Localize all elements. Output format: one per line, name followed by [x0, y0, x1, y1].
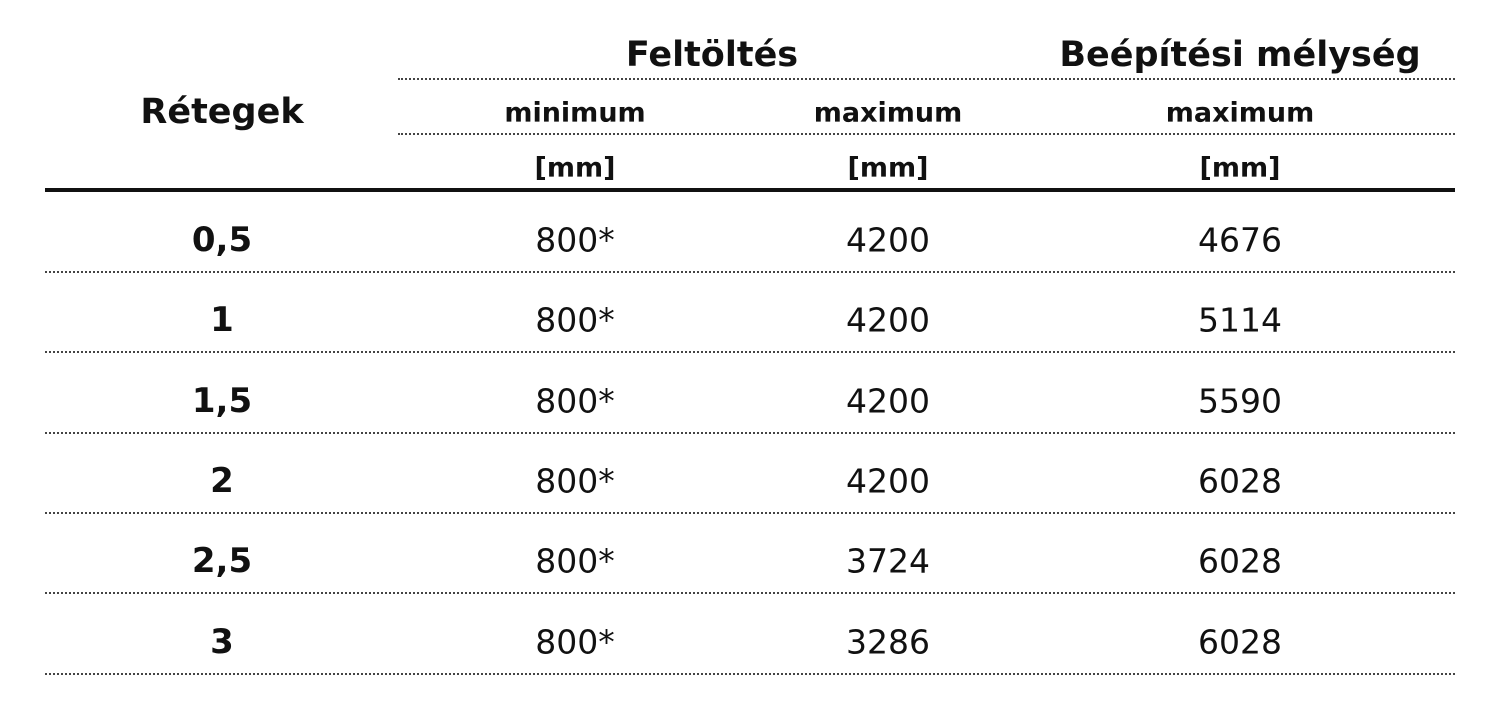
cell: 5114 [1198, 300, 1282, 340]
row-label: 2 [210, 460, 234, 501]
dotted-rule [45, 351, 1455, 354]
row-label: 0,5 [191, 220, 253, 260]
cell: 800* [535, 622, 615, 661]
cell: 4200 [846, 300, 930, 340]
group-header: Feltöltés [625, 35, 799, 75]
dotted-rule [398, 133, 1455, 135]
row-label: 3 [210, 621, 234, 662]
dotted-rule [45, 672, 1455, 675]
cell: 4200 [846, 220, 930, 260]
unit-header: [mm] [534, 152, 616, 184]
row-label: 2,5 [191, 541, 253, 582]
cell: 800* [535, 381, 615, 421]
dotted-rule [45, 431, 1455, 434]
column-header: minimum [504, 97, 646, 129]
group-header: Beépítési mélység [1059, 35, 1421, 75]
unit-header: [mm] [847, 152, 929, 184]
cell: 800* [535, 461, 615, 501]
cell: 3286 [846, 622, 930, 661]
cell: 5590 [1198, 381, 1282, 421]
cell: 800* [535, 220, 615, 260]
cell: 4676 [1198, 220, 1282, 260]
cell: 800* [535, 541, 615, 581]
cell: 800* [535, 300, 615, 340]
cell: 3724 [846, 541, 930, 581]
header-rule [45, 188, 1455, 192]
cell: 6028 [1198, 461, 1282, 501]
row-label-header: Rétegek [140, 92, 304, 132]
dotted-rule [45, 592, 1455, 595]
column-header: maximum [813, 97, 963, 129]
column-header: maximum [1165, 97, 1315, 129]
row-label: 1 [210, 300, 234, 341]
dotted-rule [45, 511, 1455, 514]
cell: 4200 [846, 461, 930, 501]
cell: 6028 [1198, 541, 1282, 581]
unit-header: [mm] [1199, 152, 1281, 184]
cell: 4200 [846, 381, 930, 421]
dotted-rule [398, 78, 1455, 80]
row-label: 1,5 [191, 380, 253, 421]
cell: 6028 [1198, 622, 1282, 661]
dotted-rule [45, 271, 1455, 273]
